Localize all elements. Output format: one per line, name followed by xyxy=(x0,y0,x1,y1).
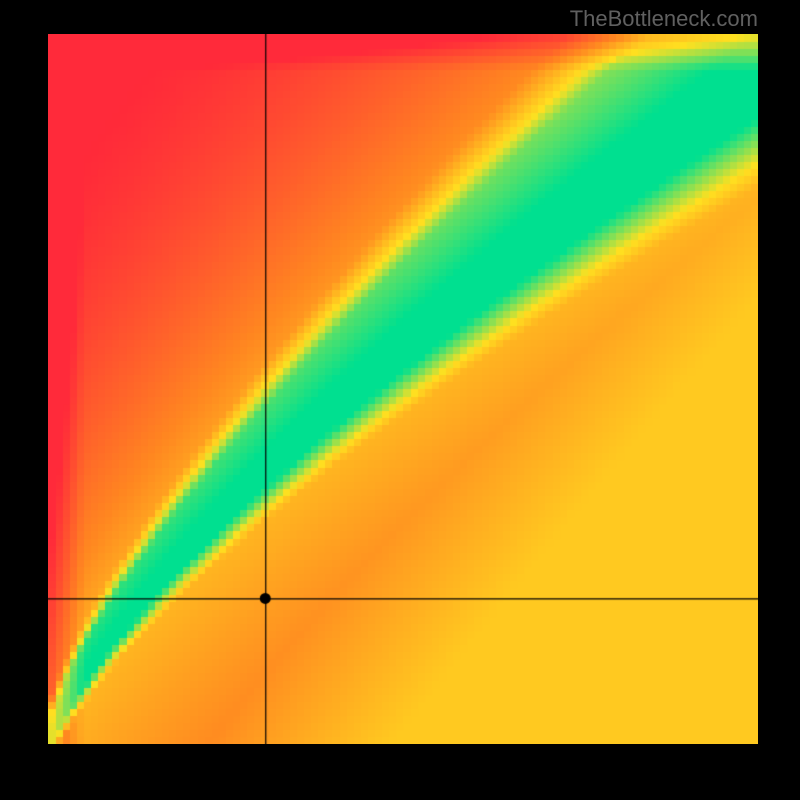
bottleneck-heatmap xyxy=(48,34,758,744)
watermark-text: TheBottleneck.com xyxy=(570,6,758,32)
